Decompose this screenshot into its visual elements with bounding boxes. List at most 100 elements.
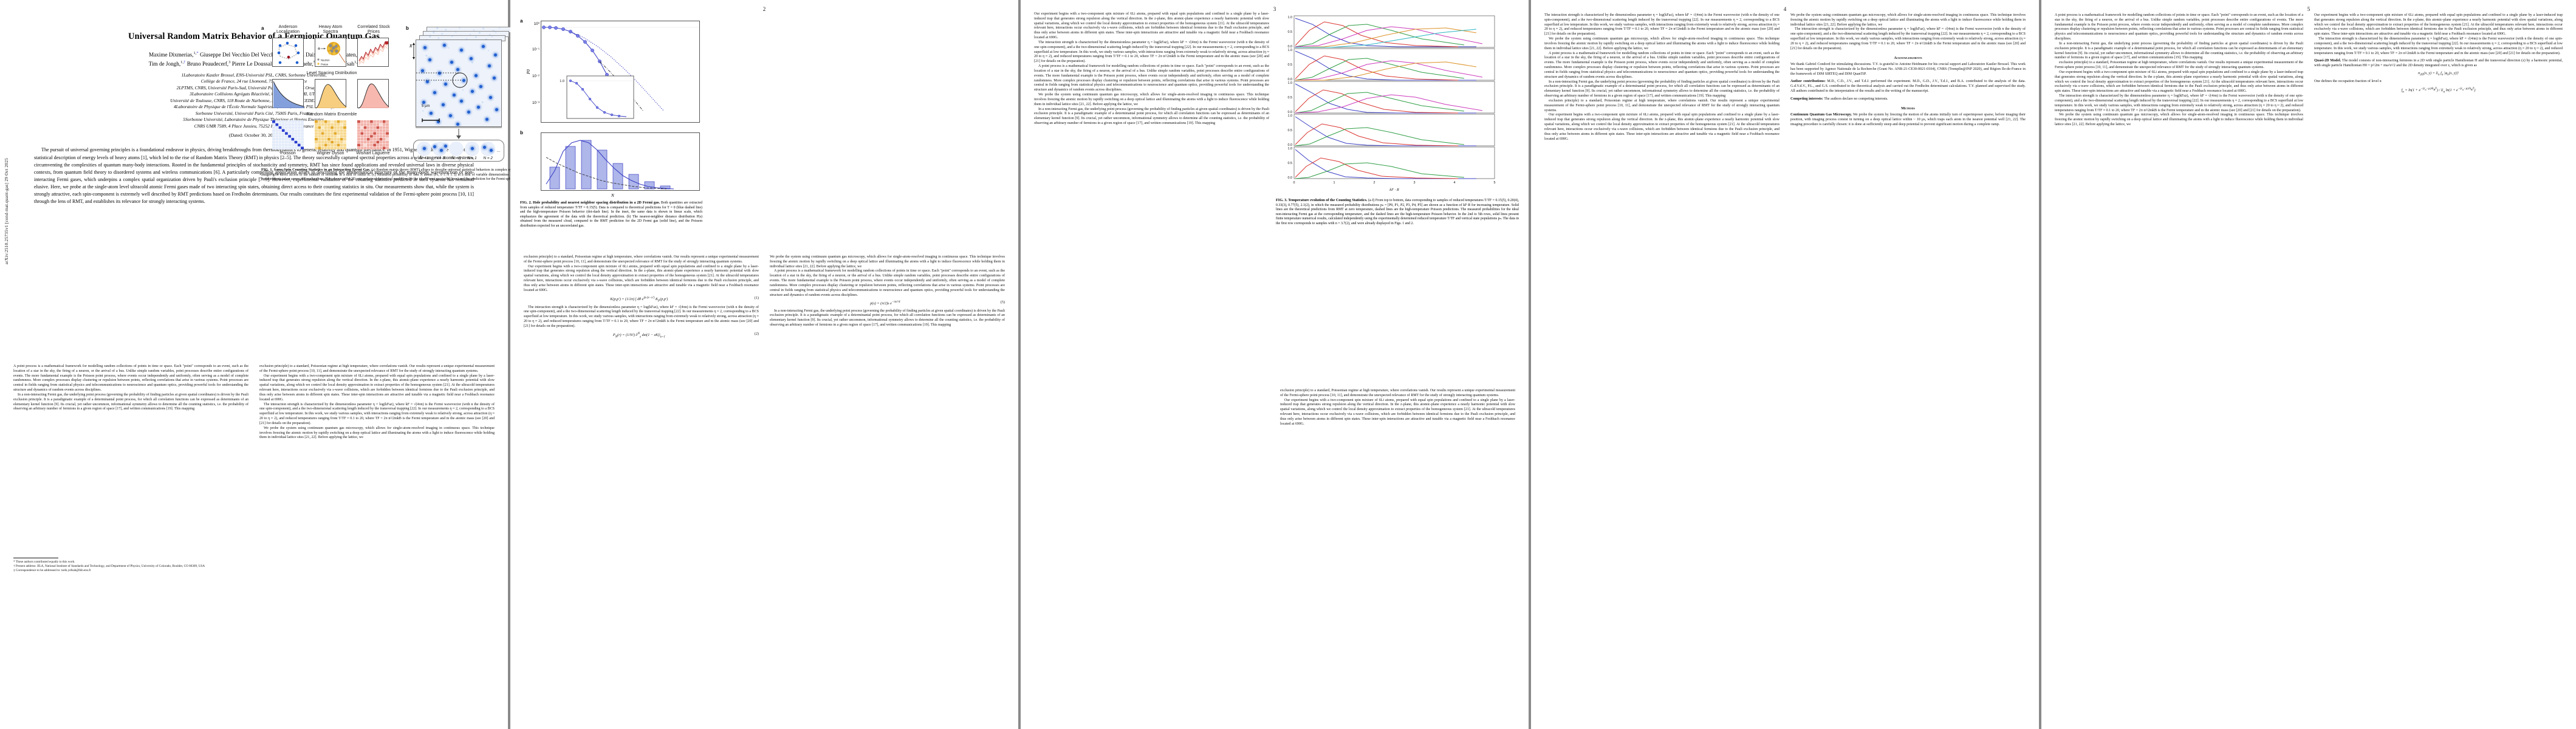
svg-text:Neutron: Neutron [321,58,330,61]
figure1-radius-annotation [416,72,468,88]
svg-text:1.0: 1.0 [1288,49,1293,52]
equation-2: PN(r) = (1/N!) ∂Nz det(1 − zK)|z=1 (2) [612,331,759,339]
body-paragraph: In a non-interacting Fermi gas, the unde… [770,309,1005,327]
svg-text:0.5: 0.5 [1288,129,1293,132]
author-contributions-block: Author contributions: M.D., C.D., J.V., … [1790,80,2026,94]
svg-text:1.0: 1.0 [1288,16,1293,19]
figure-2: a [520,18,702,200]
body-paragraph: exclusion principle) to a standard, Pois… [2055,61,2303,70]
page3-lower-right: exclusion principle) to a standard, Pois… [1280,389,1515,427]
figure1-bubble-1: N = 3 [433,141,448,160]
body-paragraph: The interaction strength is characterize… [2055,94,2303,112]
wishart-laguerre-matrix-heatmap [357,120,389,149]
body-paragraph: The interaction strength is characterize… [1790,27,2026,50]
body-paragraph: A point process is a mathematical framew… [1544,51,1780,79]
methods-text-1: We probe the system by freezing the moti… [1790,112,2026,126]
page2-column-left: exclusion principle) to a standard, Pois… [524,255,759,341]
svg-text:0.5: 0.5 [1288,96,1293,100]
figure1-poisson-dist-box [272,79,304,108]
figure2-panel-a-axes: 1.0 [541,21,700,123]
figure1-bubble-label: N = 0 [451,156,461,160]
figure1-subcaption-anderson: Anderson Localization [276,24,300,35]
paper-page-2: 2 a [510,0,1018,729]
methods-block-2: Quasi-2D Model. The model consists of no… [2314,59,2563,69]
figure1-bubble-4: N = 2 [481,141,496,160]
figure1-level-spacing-title: Level Spacing Distribution [306,70,357,75]
affiliation-item: 2LPTMS, CNRS, Université Paris-Sud, Univ… [176,84,332,91]
figure1-disk-2 [448,141,464,156]
date-line: (Dated: October 30, 2025) [228,132,279,139]
figure1-bubble-2: N = 0 [448,141,464,160]
page-number: 4 [1783,6,1787,12]
figure1-disk-3 [464,141,479,156]
figure1-bubble-3: N = 1 [464,141,479,160]
heavy-atom-nucleus-icon: Neutron Proton [317,42,346,66]
svg-text:1.0: 1.0 [560,80,564,83]
body-paragraph: Our experiment begins with a two-compone… [1034,12,1269,40]
body-paragraph: We probe the system using continuum quan… [259,426,495,440]
figure-3: 1.0 0.5 0.0 1.0 0.5 0.0 1.0 0.5 0.0 1.0 0.5 0.0 … [1276,12,1519,194]
figure1-ensemble-label-wignerdyson: Wigner Dyson [317,150,344,156]
figure1-bubble-label: N = 3 [435,156,445,160]
figure3-temperature-evolution-plot: 1.00.50.0 1.00.50.0 1.00.50.0 1.00.50.0 … [1288,15,1496,192]
figure2-a-ytick-1: 10⁻¹ [532,48,540,52]
body-paragraph: Our experiment begins with a two-compone… [259,374,495,402]
wigner-dyson-matrix-heatmap [315,120,346,149]
svg-text:0.0: 0.0 [1288,45,1293,49]
acknowledgments-text: We thank Gabriel Condord for stimulating… [1790,62,2026,76]
figure3-caption: FIG. 3. Temperature evolution of the Cou… [1276,198,1519,227]
figure3-caption-text: (a-f) From top to bottom, data correspon… [1276,199,1519,225]
footnote-block: * These authors contributed equally to t… [13,558,248,573]
body-paragraph: In a non-interacting Fermi gas, the unde… [1034,107,1269,126]
affiliation-item: Collège de France, 24 rue Lhomond, 75005… [200,78,307,84]
poisson-distribution-curve [273,81,304,108]
page5-column-right: Our experiment begins with a two-compone… [2314,13,2563,128]
svg-text:0.5: 0.5 [1288,63,1293,67]
affiliation-item: 3Laboratoire Collisions Agrégats Réactiv… [190,91,318,97]
figure1-panel-a-label: a [261,26,264,31]
footnote-item: * These authors contributed equally to t… [13,560,75,564]
page4-columns: The interaction strength is characterize… [1531,13,2039,142]
body-paragraph: A point process is a mathematical framew… [13,364,248,392]
footnote-item: ‡ Correspondence to be addressed to: tar… [13,569,91,573]
figure1-bubble-label: N = 1 [467,156,477,160]
figure1-subcaption-stocks: Correlated Stock Prices [357,24,390,35]
svg-text:0: 0 [1293,181,1295,185]
page-number: 5 [2307,6,2311,12]
svg-text:Proton: Proton [321,63,329,66]
figure1-poisson-matrix [272,120,304,149]
figure2-panel-b-label: b [520,130,523,135]
competing-interests-block: Competing interests: The authors declare… [1790,97,2026,102]
figure1-ensemble-label-wishart: Wishart Laguerre [356,150,390,156]
equation-occupation: fn = ln(1 + e−(εn−µ)/kBT) / Σn ln(1 + e−… [2401,86,2476,94]
body-paragraph: In a non-interacting Fermi gas, the unde… [13,392,248,411]
svg-text:2: 2 [1374,181,1375,185]
page1-column-left: A point process is a mathematical framew… [13,364,248,573]
body-paragraph: We probe the system using continuum quan… [770,255,1005,269]
svg-text:1: 1 [1334,181,1335,185]
methods-final-note: One defines the occupation fraction of l… [2314,80,2382,84]
svg-text:0.0: 0.0 [1288,143,1293,147]
body-paragraph: In a non-interacting Fermi gas, the unde… [2055,41,2303,60]
body-paragraph: exclusion principle) to a standard, Pois… [1544,98,1780,112]
figure2-nearest-neighbor-plot [546,140,674,190]
methods-text-2: The model consists of non-interacting fe… [2314,59,2563,68]
affiliation-item: Université de Toulouse, CNRS, 118 Route … [170,97,338,103]
body-paragraph: Our experiment begins with a two-compone… [2055,70,2303,94]
figure1-scalebar-label: 5 µm [422,104,430,108]
figure1-disk-0 [417,141,432,156]
body-paragraph: A point process is a mathematical framew… [770,269,1005,297]
figure1-anderson-box [272,38,304,67]
figure1-bubble-ellipsis: … [496,148,501,153]
arxiv-identifier-stamp: arXiv:2510.25735v1 [cond-mat.quant-gas] … [4,158,9,265]
methods-block-1: Continuum Quantum Gas Microscopy. We pro… [1790,113,2026,127]
paper-page-4: 4 The interaction strength is characteri… [1531,0,2039,729]
page3-lower-columns: exclusion principle) to a standard, Pois… [1034,389,1515,427]
affiliation-item: 5Sorbonne Université, Laboratoire de Phy… [183,117,325,123]
body-paragraph: Our experiment begins with a two-compone… [524,264,759,292]
page2-column-right: We probe the system using continuum quan… [770,255,1005,341]
svg-text:0.0: 0.0 [1288,176,1293,180]
competing-interests-heading: Competing interests: [1790,97,1823,101]
author-contributions-text: M.D., C.D., J.V., and T.d.J. performed t… [1790,80,2026,94]
